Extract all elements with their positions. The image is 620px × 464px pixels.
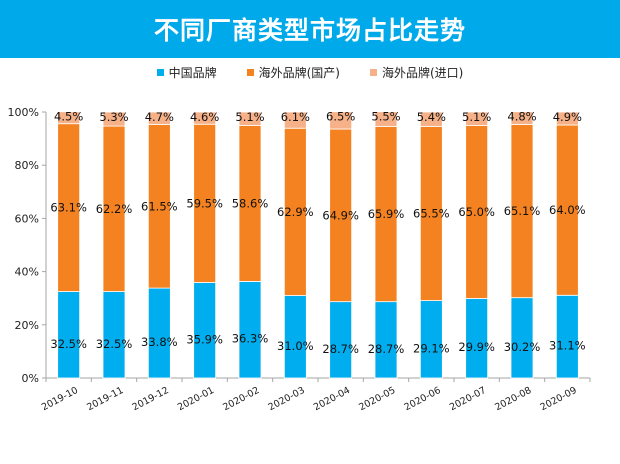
data-label-foreign-local: 65.0% [458,205,495,219]
legend-swatch-foreign-import [370,68,377,76]
data-label-foreign-import: 6.1% [281,110,310,124]
data-label-domestic: 31.0% [277,339,314,353]
data-label-foreign-import: 4.7% [145,110,174,124]
data-label-domestic: 29.9% [458,340,495,354]
x-tick-label: 2020-05 [357,385,397,413]
y-tick-label: 60% [15,212,39,225]
bar-domestic [57,291,81,379]
data-label-domestic: 35.9% [186,332,223,346]
y-tick-label: 0% [22,372,39,385]
data-label-foreign-local: 61.5% [141,199,178,213]
data-label-foreign-import: 5.1% [235,110,264,124]
legend-item-domestic: 中国品牌 [156,64,217,81]
data-label-foreign-import: 6.5% [326,110,355,124]
data-label-foreign-import: 4.9% [553,110,582,124]
bar-foreign-import [238,111,262,126]
data-label-domestic: 28.7% [368,342,405,356]
x-tick-label: 2020-08 [493,385,533,413]
legend-label-domestic: 中国品牌 [168,65,217,80]
y-tick-label: 80% [15,159,39,172]
legend-item-foreign-import: 海外品牌(进口) [370,64,463,81]
bar-domestic [465,298,489,379]
data-label-domestic: 32.5% [96,337,133,351]
data-label-domestic: 36.3% [232,332,269,346]
x-tick-label: 2020-02 [221,385,261,413]
data-label-foreign-import: 5.3% [99,110,128,124]
data-label-foreign-local: 62.9% [277,205,314,219]
data-label-foreign-import: 4.8% [507,110,536,124]
page-title: 不同厂商类型市场占比走势 [153,16,466,45]
x-tick-label: 2020-09 [539,385,579,413]
data-label-foreign-local: 63.1% [50,201,87,215]
data-label-domestic: 31.1% [549,339,586,353]
data-label-foreign-local: 62.2% [96,202,133,216]
bar-domestic [510,297,534,379]
bar-domestic [374,301,398,379]
bar-domestic [329,301,353,379]
legend-swatch-foreign-local [246,68,254,76]
x-tick-label: 2019-10 [40,385,80,413]
legend-label-foreign-local: 海外品牌(国产) [258,65,340,80]
data-label-foreign-local: 65.5% [413,206,450,220]
data-label-foreign-local: 65.9% [368,207,405,221]
x-tick-label: 2020-07 [448,385,488,413]
bar-foreign-import [555,111,579,126]
data-label-domestic: 28.7% [322,342,359,356]
bar-foreign-import [102,111,126,127]
y-tick-label: 40% [15,266,39,279]
x-tick-label: 2020-04 [312,385,352,413]
data-label-foreign-local: 58.6% [232,197,269,211]
x-tick-label: 2020-03 [267,385,307,413]
bar-foreign-import [465,111,489,126]
bar-foreign-import [510,111,534,125]
bar-foreign-import [147,111,171,125]
title-bar: 不同厂商类型市场占比走势 [0,0,620,58]
data-label-domestic: 33.8% [141,335,178,349]
bar-foreign-import [374,111,398,127]
x-tick-label: 2020-06 [403,385,443,413]
legend-swatch-domestic [156,68,164,76]
data-label-foreign-import: 5.5% [371,110,400,124]
legend-label-foreign-import: 海外品牌(进口) [382,65,464,80]
bar-domestic [102,291,126,379]
data-label-foreign-import: 4.5% [54,110,83,124]
data-label-foreign-import: 5.4% [417,110,446,124]
data-label-foreign-import: 4.6% [190,110,219,124]
legend: 中国品牌 海外品牌(国产) 海外品牌(进口) [0,62,620,82]
data-label-foreign-local: 64.0% [549,203,586,217]
bar-domestic [555,294,579,379]
bar-domestic [419,300,443,379]
data-label-foreign-import: 5.1% [462,110,491,124]
y-tick-label: 20% [15,319,39,332]
data-label-domestic: 29.1% [413,341,450,355]
bar-domestic [283,295,307,379]
bar-foreign-import [329,111,353,130]
bar-domestic [147,287,171,379]
bar-domestic [238,281,262,379]
data-label-foreign-local: 59.5% [186,196,223,210]
bar-foreign-import [283,111,307,129]
bar-foreign-import [57,111,81,125]
data-label-domestic: 32.5% [50,337,87,351]
bar-foreign-import [193,111,217,125]
x-tick-label: 2020-01 [176,385,216,413]
legend-item-foreign-local: 海外品牌(国产) [246,64,340,81]
data-label-domestic: 30.2% [504,340,541,354]
bar-domestic [193,282,217,379]
data-label-foreign-local: 65.1% [504,204,541,218]
y-tick-label: 100% [8,106,39,119]
data-label-foreign-local: 64.9% [322,208,359,222]
bar-foreign-import [419,111,443,127]
x-tick-label: 2019-11 [85,385,125,413]
x-tick-label: 2019-12 [131,385,171,413]
